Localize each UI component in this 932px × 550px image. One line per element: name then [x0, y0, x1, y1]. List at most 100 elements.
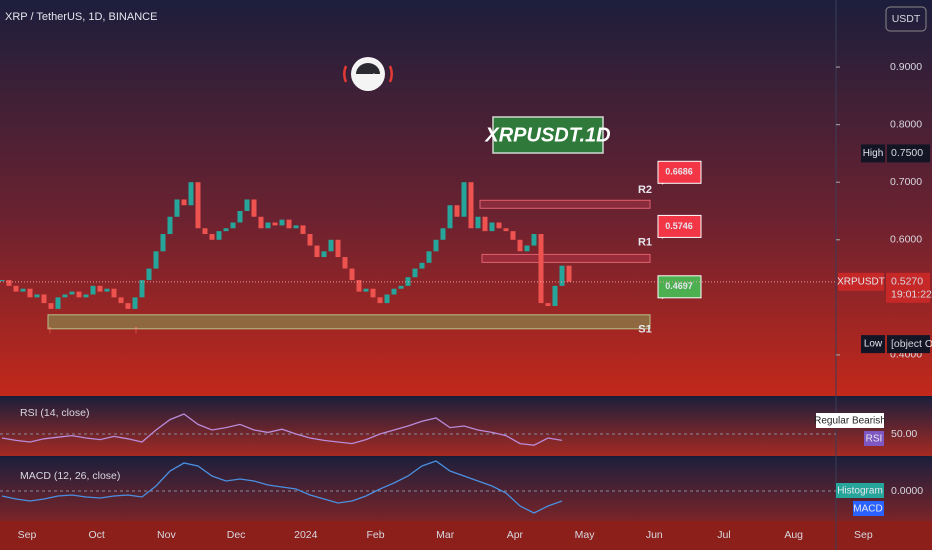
candle	[174, 199, 180, 217]
candle	[251, 199, 257, 217]
candle	[328, 239, 334, 252]
level-value: 0.4697	[665, 281, 693, 291]
high-name-bg	[861, 144, 885, 163]
level-name: S1	[638, 324, 651, 336]
time-axis	[0, 521, 932, 550]
macd-series-label: MACD	[853, 504, 882, 515]
high-value-bg	[887, 144, 930, 163]
x-tick-label: Mar	[436, 529, 455, 541]
level-name: R1	[638, 236, 652, 248]
last-name-bg	[838, 272, 884, 291]
candle	[0, 280, 5, 282]
candle	[447, 205, 453, 229]
currency-button[interactable]	[885, 6, 927, 32]
level-badge	[657, 214, 702, 238]
candle	[552, 285, 558, 306]
candle	[104, 288, 110, 292]
candle	[76, 291, 82, 298]
x-tick-label: Jun	[646, 529, 663, 541]
candle	[531, 234, 537, 246]
candle	[538, 234, 544, 304]
macd-hist-label: Histogram	[837, 486, 883, 497]
candle	[391, 288, 397, 295]
x-tick-label: Aug	[784, 529, 803, 541]
low-name-bg	[861, 335, 885, 354]
candle	[475, 216, 481, 229]
rsi-title: RSI (14, close)	[20, 407, 89, 419]
y-tick-label: 0.9000	[890, 61, 922, 73]
candle	[27, 288, 33, 298]
rsi-line	[1, 413, 563, 446]
candle	[314, 245, 320, 258]
high-value: 0.7500	[891, 147, 923, 159]
level-zone	[481, 253, 651, 263]
x-tick-label: Feb	[366, 529, 384, 541]
candle	[48, 303, 54, 309]
candle	[139, 280, 145, 298]
tag-bg	[836, 483, 884, 498]
macd-pane	[0, 457, 932, 521]
candle	[419, 262, 425, 269]
rsi-tag: Regular Bearish	[814, 416, 886, 427]
low-value-bg	[887, 335, 930, 354]
candle	[111, 288, 117, 298]
timer: 19:01:22	[891, 289, 932, 301]
high-name: High	[863, 148, 884, 159]
candle	[349, 268, 355, 281]
level-value: 0.5746	[665, 221, 693, 231]
candle	[293, 225, 299, 229]
candle	[223, 228, 229, 232]
candle	[209, 234, 215, 240]
candle	[195, 182, 201, 229]
level-value: 0.6686	[665, 167, 693, 177]
candle	[482, 216, 488, 232]
candle	[524, 245, 530, 252]
level-name: R2	[638, 184, 652, 196]
candle	[510, 231, 516, 240]
candle	[146, 268, 152, 281]
candle	[342, 257, 348, 269]
candle	[34, 294, 40, 298]
x-tick-label: Jul	[717, 529, 730, 541]
x-tick-label: Nov	[157, 529, 176, 541]
candle	[132, 297, 138, 309]
candle	[454, 205, 460, 217]
y-tick-label: 0.6000	[890, 234, 922, 246]
level-zone	[479, 199, 651, 209]
candle	[468, 182, 474, 229]
currency[interactable]: USDT	[892, 13, 921, 25]
x-tick-label: Oct	[89, 529, 105, 541]
candle	[160, 234, 166, 252]
candle	[20, 288, 26, 292]
logo	[343, 57, 393, 91]
candle	[230, 222, 236, 229]
candle	[384, 294, 390, 304]
candle	[370, 288, 376, 298]
candle	[202, 228, 208, 235]
last-name: XRPUSDT	[837, 276, 885, 287]
level-badge	[657, 160, 702, 184]
candle	[55, 297, 61, 309]
candle	[279, 219, 285, 226]
low-value: [object Object]	[891, 338, 932, 350]
tag-bg	[853, 501, 884, 516]
candle	[181, 199, 187, 206]
y-tick-label: 0.8000	[890, 118, 922, 130]
macd-title: MACD (12, 26, close)	[20, 470, 120, 482]
level-zone	[47, 314, 651, 330]
level-badge	[657, 275, 702, 299]
candle	[356, 280, 362, 292]
x-tick-label: Sep	[854, 529, 873, 541]
candle	[489, 222, 495, 232]
y-tick-label: 0.7000	[890, 176, 922, 188]
candle	[265, 222, 271, 229]
candle	[307, 234, 313, 246]
candle	[426, 251, 432, 263]
last-price-bg	[886, 272, 930, 303]
x-tick-label: May	[575, 529, 596, 541]
macd-zero-label: 0.0000	[891, 485, 923, 497]
candle	[118, 297, 124, 304]
candle	[412, 268, 418, 278]
candle	[62, 294, 68, 298]
candle	[517, 239, 523, 252]
